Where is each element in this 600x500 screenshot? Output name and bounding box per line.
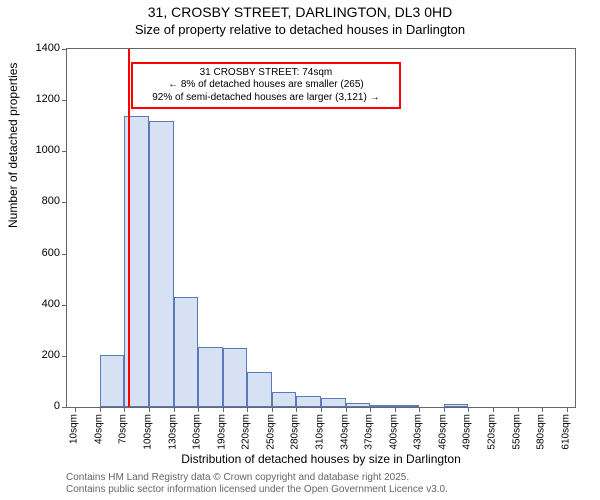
histogram-bar [100,355,125,407]
xtick-mark [247,407,248,412]
plot-area: 31 CROSBY STREET: 74sqm← 8% of detached … [66,48,576,408]
ytick-mark [62,305,67,306]
xtick-mark [444,407,445,412]
xtick-label: 100sqm [142,414,153,450]
xtick-label: 40sqm [93,414,104,444]
ytick-label: 600 [10,247,60,259]
annotation-box: 31 CROSBY STREET: 74sqm← 8% of detached … [131,62,401,110]
xtick-mark [174,407,175,412]
xtick-label: 160sqm [192,414,203,450]
xtick-mark [321,407,322,412]
xtick-label: 280sqm [290,414,301,450]
ytick-mark [62,151,67,152]
histogram-bar [149,121,174,407]
ytick-label: 1200 [10,93,60,105]
xtick-mark [198,407,199,412]
xtick-mark [75,407,76,412]
xtick-mark [346,407,347,412]
ytick-label: 1400 [10,42,60,54]
histogram-bar [272,392,297,407]
xtick-mark [567,407,568,412]
xtick-label: 250sqm [265,414,276,450]
xtick-label: 70sqm [118,414,129,444]
xtick-label: 430sqm [413,414,424,450]
ytick-label: 200 [10,349,60,361]
xtick-label: 370sqm [364,414,375,450]
histogram-bar [395,405,420,407]
xtick-label: 310sqm [315,414,326,450]
marker-line [128,49,130,407]
xtick-mark [223,407,224,412]
xtick-mark [419,407,420,412]
xtick-mark [272,407,273,412]
histogram-bar [223,348,248,407]
histogram-bar [321,398,346,407]
ytick-mark [62,254,67,255]
xtick-mark [518,407,519,412]
footer-line1: Contains HM Land Registry data © Crown c… [66,472,409,483]
ytick-mark [62,100,67,101]
xtick-mark [100,407,101,412]
xtick-mark [468,407,469,412]
ytick-label: 800 [10,195,60,207]
ytick-mark [62,356,67,357]
chart-title-line1: 31, CROSBY STREET, DARLINGTON, DL3 0HD [0,4,600,20]
xtick-mark [493,407,494,412]
ytick-label: 400 [10,298,60,310]
annotation-line: 92% of semi-detached houses are larger (… [139,92,393,105]
xtick-mark [542,407,543,412]
histogram-bar [247,372,272,407]
xtick-mark [395,407,396,412]
xtick-label: 460sqm [437,414,448,450]
ytick-mark [62,202,67,203]
histogram-bar [444,404,469,407]
xtick-mark [124,407,125,412]
xtick-label: 610sqm [560,414,571,450]
xtick-label: 130sqm [167,414,178,450]
xtick-label: 220sqm [241,414,252,450]
histogram-bar [198,347,223,407]
xtick-label: 490sqm [462,414,473,450]
xtick-label: 550sqm [511,414,522,450]
xtick-label: 520sqm [487,414,498,450]
ytick-mark [62,407,67,408]
histogram-bar [296,396,321,408]
histogram-bar [174,297,199,407]
annotation-line: 31 CROSBY STREET: 74sqm [139,67,393,80]
footer-line2: Contains public sector information licen… [66,484,448,495]
ytick-label: 0 [10,400,60,412]
xtick-label: 340sqm [339,414,350,450]
xtick-label: 190sqm [216,414,227,450]
xtick-mark [370,407,371,412]
xtick-mark [296,407,297,412]
xtick-mark [149,407,150,412]
xtick-label: 580sqm [536,414,547,450]
ytick-label: 1000 [10,144,60,156]
histogram-bar [370,405,395,407]
chart-container: 31, CROSBY STREET, DARLINGTON, DL3 0HD S… [0,0,600,500]
chart-title-line2: Size of property relative to detached ho… [0,22,600,37]
x-axis-label: Distribution of detached houses by size … [66,452,576,466]
xtick-label: 400sqm [388,414,399,450]
annotation-line: ← 8% of detached houses are smaller (265… [139,79,393,92]
histogram-bar [346,403,371,407]
ytick-mark [62,49,67,50]
xtick-label: 10sqm [69,414,80,444]
